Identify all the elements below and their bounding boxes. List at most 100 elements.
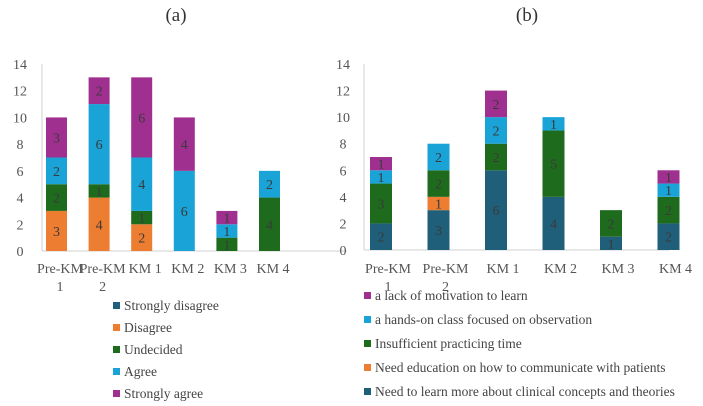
y-tick-label: 6 [340,164,347,179]
bar-segment [259,197,280,251]
y-tick-label: 8 [17,138,24,153]
bar-segment [485,143,507,171]
bar-segment [216,237,238,251]
data-label: 1 [138,212,145,227]
data-label: 2 [493,151,500,166]
x-tick-label: 2 [99,280,106,295]
legend-swatch [364,340,371,347]
data-label: 1 [435,198,442,213]
data-label: 5 [550,158,557,173]
y-tick-label: 2 [340,217,347,232]
legend-label: Strongly disagree [124,298,219,313]
data-label: 1 [550,118,557,133]
data-label: 3 [53,131,60,146]
bar-segment [427,196,450,211]
x-tick-label: KM 2 [544,262,577,277]
data-label: 2 [493,124,500,139]
legend-swatch [364,316,371,323]
x-tick-label: Pre-KM [365,262,411,277]
bar-segment [485,170,507,250]
bar-segment [485,117,507,144]
x-tick-label: 1 [57,280,64,295]
bar-segment [259,170,280,198]
bar-segment [131,157,153,211]
bar-segment [542,130,565,197]
bar-segment [600,236,622,250]
data-label: 1 [223,225,230,240]
data-label: 4 [181,138,188,153]
legend-swatch [364,364,371,371]
bar-segment [131,210,153,225]
data-label: 6 [181,205,188,220]
y-tick-label: 10 [13,111,27,126]
bar-segment [131,224,153,251]
bar-segment [427,143,450,171]
chart-b: (b)024681012142311Pre-KM13122Pre-KM26222… [336,5,692,399]
legend-swatch [113,324,120,331]
data-label: 4 [550,217,557,232]
data-label: 4 [138,178,145,193]
data-label: 2 [53,165,60,180]
legend-label: Strongly agree [124,386,203,401]
data-label: 1 [608,237,615,252]
bar-segment [88,197,110,251]
legend-label: Agree [124,364,157,379]
bar-segment [370,223,392,250]
data-label: 1 [378,171,385,186]
data-label: 6 [138,111,145,126]
bar-segment [370,183,392,224]
x-tick-label: Pre-KM [80,262,126,277]
data-label: 2 [435,178,442,193]
y-tick-label: 0 [17,245,24,260]
legend-swatch [364,388,371,395]
data-label: 3 [435,224,442,239]
bar-segment [216,224,238,238]
bar-segment [46,210,67,251]
data-label: 6 [493,204,500,219]
legend-label: a lack of motivation to learn [375,288,528,303]
bar-segment [173,117,195,171]
x-tick-label: KM 4 [659,262,692,277]
data-label: 4 [266,218,273,233]
chart-a: (a)024681012143223Pre-KM14162Pre-KM22146… [13,5,347,401]
bar-segment [88,184,110,198]
x-tick-label: KM 3 [601,262,634,277]
bar-segment [370,157,392,171]
data-label: 2 [378,231,385,246]
legend-label: Insufficient practicing time [375,336,522,351]
y-tick-label: 4 [17,192,24,207]
bar-segment [173,170,195,251]
data-label: 1 [665,171,672,186]
bar-segment [88,77,110,105]
x-tick-label: KM 2 [171,262,204,277]
data-label: 1 [378,158,385,173]
legend-label: Need to learn more about clinical concep… [375,384,675,399]
bar-segment [46,157,67,185]
bar-segment [485,90,507,118]
data-label: 1 [223,212,230,227]
data-label: 6 [96,138,103,153]
data-label: 2 [665,231,672,246]
bar-segment [131,77,153,158]
bar-segment [542,117,565,131]
legend-swatch [364,292,371,299]
bar-segment [46,117,67,158]
legend-label: Disagree [124,320,172,335]
bar-segment [88,104,110,185]
x-tick-label: KM 3 [214,262,247,277]
legend-swatch [113,390,120,397]
data-label: 2 [53,192,60,207]
y-tick-label: 0 [340,244,347,259]
legend-label: a hands-on class focused on observation [375,312,592,327]
data-label: 2 [96,85,103,100]
y-tick-label: 4 [340,191,347,206]
y-tick-label: 14 [336,58,350,73]
chart-title: (a) [165,5,186,26]
data-label: 4 [96,218,103,233]
data-label: 2 [665,204,672,219]
legend-swatch [113,302,120,309]
bar-segment [46,184,67,211]
y-tick-label: 12 [13,85,27,100]
y-tick-label: 12 [336,85,350,100]
